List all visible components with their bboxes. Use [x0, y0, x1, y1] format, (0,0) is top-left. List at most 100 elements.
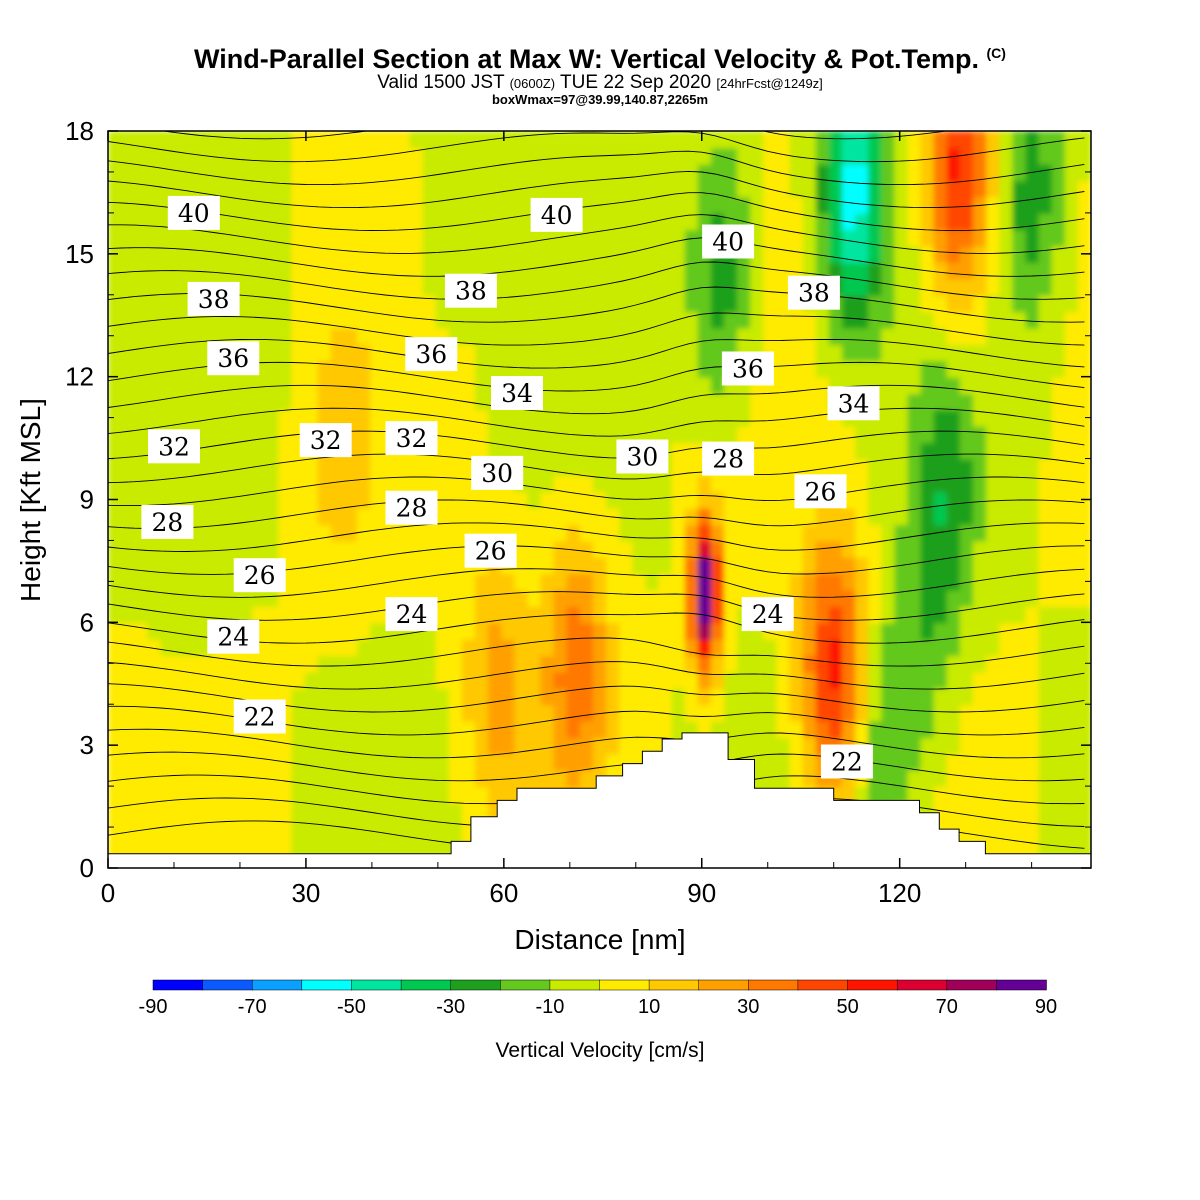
vv-cell	[317, 802, 332, 820]
vv-cell	[606, 327, 621, 345]
vv-cell	[1025, 425, 1040, 444]
vv-cell	[1077, 343, 1091, 362]
contour-label-text: 24	[217, 623, 249, 652]
vv-cell	[278, 212, 293, 231]
vv-cell	[1025, 212, 1040, 231]
vv-cell	[317, 655, 332, 673]
vv-cell	[330, 622, 345, 640]
vv-cell	[973, 229, 988, 247]
vv-cell	[448, 704, 463, 722]
vv-cell	[278, 425, 293, 444]
vv-cell	[724, 425, 739, 444]
contour-label-box	[702, 224, 755, 259]
vv-cell	[173, 491, 188, 509]
vv-cell	[592, 442, 607, 460]
vv-cell	[999, 835, 1014, 853]
vv-cell	[959, 294, 974, 313]
vv-cell	[566, 458, 581, 476]
vv-cell	[986, 294, 1001, 313]
vv-cell	[881, 229, 896, 247]
vv-cell	[697, 327, 712, 345]
vv-cell	[1025, 262, 1040, 280]
vv-cell	[973, 147, 988, 165]
vv-cell	[134, 458, 149, 476]
vv-cell	[252, 425, 267, 444]
vv-cell	[409, 278, 424, 296]
vv-cell	[645, 474, 660, 493]
vv-cell	[592, 655, 607, 673]
vv-cell	[868, 540, 883, 558]
copyright-tag: (C)	[986, 45, 1006, 61]
vv-cell	[160, 474, 175, 493]
vv-cell	[894, 163, 909, 182]
vv-cell	[986, 245, 1001, 263]
vv-cell	[461, 343, 476, 362]
vv-cell	[815, 606, 830, 624]
vv-cell	[265, 622, 280, 640]
vv-cell	[671, 458, 686, 476]
vv-cell	[488, 147, 503, 165]
vv-cell	[920, 638, 935, 657]
vv-cell	[435, 556, 450, 575]
vv-cell	[1077, 524, 1091, 542]
vv-cell	[488, 753, 503, 771]
vv-cell	[239, 294, 254, 313]
vv-cell	[409, 556, 424, 575]
vv-cell	[776, 343, 791, 362]
vv-cell	[239, 131, 254, 149]
vv-cell	[330, 180, 345, 198]
contour-label-text: 36	[217, 344, 249, 373]
vv-cell	[501, 589, 516, 607]
vv-cell	[134, 655, 149, 673]
vv-cell	[632, 360, 647, 378]
vv-cell	[475, 442, 490, 460]
colorbar-swatch	[896, 979, 948, 991]
vv-cell	[212, 753, 227, 771]
vv-cell	[724, 163, 739, 182]
vv-cell	[828, 229, 843, 247]
vv-cell	[330, 163, 345, 182]
vv-cell	[330, 131, 345, 149]
vv-cell	[199, 376, 214, 395]
vv-cell	[1064, 311, 1079, 329]
vv-cell	[488, 671, 503, 689]
vv-cell	[226, 180, 241, 198]
contour-label: 34	[827, 386, 880, 421]
vv-cell	[1038, 327, 1053, 345]
vv-cell	[881, 409, 896, 427]
vv-cell	[370, 769, 385, 788]
vv-cell	[160, 311, 175, 329]
vv-cell	[199, 556, 214, 575]
vv-cell	[592, 474, 607, 493]
vv-cell	[619, 540, 634, 558]
vv-cell	[566, 147, 581, 165]
vv-cell	[134, 278, 149, 296]
vv-cell	[789, 556, 804, 575]
vv-cell	[343, 769, 358, 788]
vv-cell	[684, 147, 699, 165]
vv-cell	[697, 474, 712, 493]
vv-cell	[881, 360, 896, 378]
vv-cell	[894, 687, 909, 706]
vv-cell	[330, 655, 345, 673]
vv-cell	[907, 655, 922, 673]
vv-cell	[357, 655, 372, 673]
vv-cell	[134, 589, 149, 607]
vv-cell	[370, 573, 385, 591]
vv-cell	[789, 687, 804, 706]
vv-cell	[265, 524, 280, 542]
vv-cell	[907, 720, 922, 738]
vv-cell	[1025, 278, 1040, 296]
vv-cell	[1051, 769, 1066, 788]
vv-cell	[173, 737, 188, 755]
vv-cell	[566, 671, 581, 689]
vv-cell	[619, 655, 634, 673]
colorbar-title: Vertical Velocity [cm/s]	[496, 1039, 705, 1062]
vv-cell	[199, 655, 214, 673]
vv-cell	[776, 474, 791, 493]
vv-cell	[357, 704, 372, 722]
contour-label-text: 30	[626, 443, 658, 472]
vv-cell	[147, 311, 162, 329]
y-tick-label: 9	[80, 485, 94, 515]
vv-cell	[147, 180, 162, 198]
